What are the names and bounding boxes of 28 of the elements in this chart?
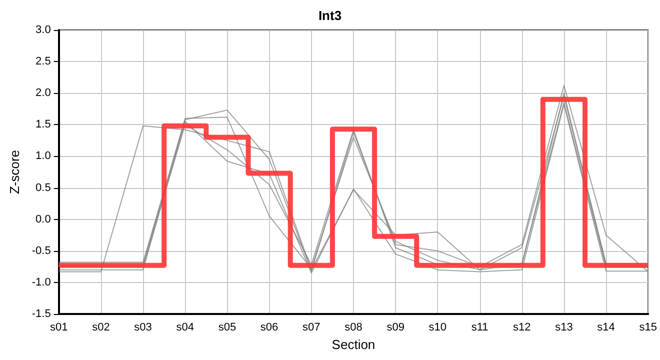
x-tick-label: s14 (597, 322, 615, 334)
y-tick-label: 3.0 (36, 24, 51, 36)
x-tick-label: s04 (176, 322, 194, 334)
x-tick-label: s15 (639, 322, 658, 334)
x-tick-label: s06 (260, 322, 278, 334)
x-tick-label: s13 (555, 322, 573, 334)
x-tick-label: s02 (92, 322, 110, 334)
y-tick-label: 2.5 (36, 56, 51, 68)
x-tick-label: s03 (134, 322, 152, 334)
x-tick-label: s08 (344, 322, 362, 334)
x-tick-label: s09 (386, 322, 404, 334)
y-axis-title: Z-score (7, 150, 22, 194)
x-tick-label: s10 (428, 322, 447, 334)
y-tick-label: -1.5 (32, 308, 51, 320)
x-tick-label: s11 (471, 322, 488, 334)
x-tick-label: s01 (50, 322, 68, 334)
y-tick-label: 1.5 (36, 118, 51, 131)
x-axis-title: Section (332, 336, 376, 352)
y-tick-label: -0.5 (32, 244, 51, 257)
y-tick-label: 1.0 (36, 150, 51, 162)
y-tick-label: 0.5 (36, 182, 51, 194)
y-tick-label: 0.0 (36, 213, 51, 226)
x-tick-label: s07 (302, 322, 320, 334)
x-tick-label: s05 (218, 322, 236, 334)
y-tick-label: 2.0 (36, 87, 51, 100)
y-tick-label: -1.0 (32, 276, 51, 288)
x-tick-label: s12 (512, 322, 531, 334)
chart-title: Int3 (318, 8, 342, 23)
